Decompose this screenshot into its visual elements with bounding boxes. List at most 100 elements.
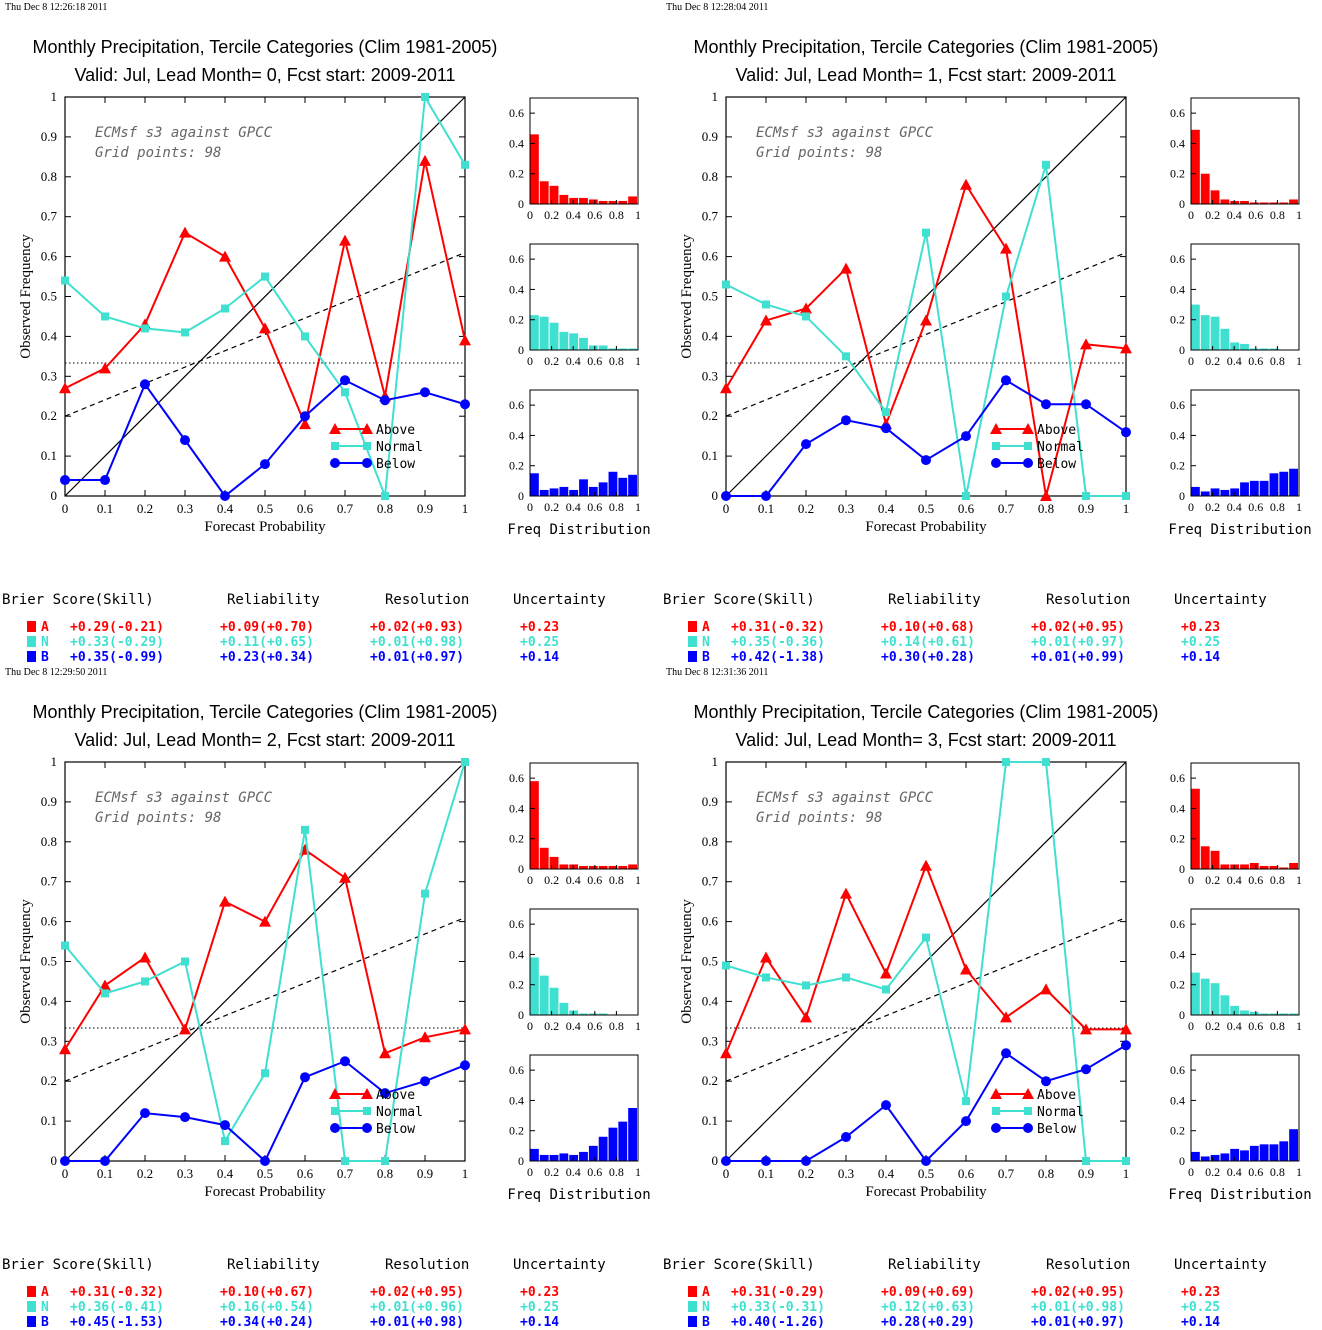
score-row-a: A +0.31(-0.32) +0.10(+0.67) +0.02(+0.95) +0.… — [27, 1285, 559, 1300]
x-tick-label: 0.6 — [958, 501, 975, 516]
x-tick-label: 0.2 — [798, 1166, 814, 1181]
histogram-bar — [1249, 202, 1259, 204]
reliability-score: +0.30(+0.28) — [881, 650, 975, 665]
series-below — [60, 375, 470, 501]
y-tick-label: 0.1 — [41, 448, 57, 463]
histogram-x-tick-label: 0.8 — [609, 1165, 624, 1179]
data-point-normal — [261, 1069, 269, 1078]
histogram-bar — [1249, 348, 1259, 350]
data-point-normal — [842, 352, 850, 361]
histogram-axis-label: Freq Distribution — [507, 1187, 650, 1203]
histogram-bar — [1240, 482, 1249, 496]
histogram-y-tick-label: 0 — [518, 489, 524, 503]
histogram-x-tick-label: 0 — [527, 1019, 533, 1033]
score-header: Brier Score(Skill) — [663, 1257, 815, 1273]
histogram-y-tick-label: 0.6 — [509, 398, 524, 412]
data-point-above — [259, 322, 271, 334]
category-label: N — [702, 1300, 710, 1315]
histogram-frame — [529, 97, 639, 205]
data-point-below — [220, 1120, 230, 1131]
chart-title: Monthly Precipitation, Tercile Categorie… — [33, 702, 498, 722]
legend-marker — [1024, 442, 1032, 450]
legend-marker — [329, 1088, 341, 1099]
histogram-y-tick-label: 0 — [1179, 1008, 1185, 1022]
histogram-x-tick-label: 0.8 — [609, 500, 624, 514]
y-axis-label: Observed Frequency — [679, 899, 695, 1024]
histogram-bar — [1210, 1154, 1220, 1161]
histogram-x-tick-label: 0.4 — [566, 1165, 581, 1179]
data-point-normal — [1122, 1157, 1130, 1165]
histogram-y-tick-label: 0.4 — [1170, 282, 1185, 296]
histogram-bar — [598, 1136, 608, 1161]
histogram-bar — [608, 471, 618, 496]
data-point-above — [760, 951, 772, 963]
x-tick-label: 0.6 — [297, 501, 314, 516]
legend: Above Normal Below — [329, 1088, 423, 1137]
y-tick-label: 0.4 — [41, 993, 58, 1008]
brier-score: +0.29(-0.21) — [70, 620, 164, 635]
histogram-bar — [1259, 1013, 1269, 1015]
data-point-below — [1041, 1076, 1051, 1087]
legend-label: Below — [376, 457, 415, 472]
data-point-normal — [301, 332, 309, 341]
histogram-bar — [559, 864, 569, 869]
data-point-normal — [1122, 492, 1130, 500]
histogram-bar — [1210, 850, 1220, 869]
histogram-x-tick-label: 0.2 — [1205, 500, 1220, 514]
histogram-x-tick-label: 0 — [1188, 873, 1194, 887]
data-point-above — [1120, 1023, 1132, 1035]
data-point-normal — [61, 276, 69, 285]
series-normal — [722, 758, 1130, 1165]
y-tick-label: 0.4 — [41, 328, 58, 343]
resolution-score: +0.01(+0.97) — [370, 650, 464, 665]
data-point-above — [59, 1043, 71, 1055]
uncertainty-score: +0.14 — [520, 650, 559, 665]
histogram-y-tick-label: 0.2 — [1170, 1124, 1185, 1138]
histogram-bar — [608, 865, 618, 869]
category-swatch — [27, 1316, 36, 1327]
histogram-frame — [1190, 389, 1300, 497]
histogram-x-tick-label: 0.2 — [544, 1165, 559, 1179]
data-point-below — [340, 375, 350, 386]
data-point-normal — [141, 324, 149, 333]
score-header: Resolution — [1046, 1257, 1130, 1273]
histogram-axis-label: Freq Distribution — [1168, 522, 1311, 538]
legend-marker — [362, 1123, 372, 1133]
score-row-b: B +0.42(-1.38) +0.30(+0.28) +0.01(+0.99) +0.… — [688, 650, 1220, 665]
data-point-above — [419, 154, 431, 166]
histogram-frame — [529, 243, 639, 351]
histogram-y-tick-label: 0.6 — [509, 917, 524, 931]
histogram-bar — [539, 489, 549, 496]
series-normal — [61, 758, 469, 1165]
histogram-bar — [530, 781, 539, 869]
histogram-bar — [1200, 491, 1210, 496]
data-point-normal — [381, 1157, 389, 1165]
y-tick-label: 0.2 — [41, 1073, 57, 1088]
data-point-below — [260, 1156, 270, 1166]
histogram-axis-label: Freq Distribution — [507, 522, 650, 538]
data-point-below — [881, 1100, 891, 1111]
histogram-bar — [1210, 488, 1220, 496]
x-tick-label: 0.2 — [798, 501, 814, 516]
legend-marker — [363, 442, 371, 450]
data-point-below — [801, 439, 811, 450]
histogram-bar — [579, 479, 588, 496]
histogram-x-tick-label: 0.6 — [587, 1165, 602, 1179]
histogram-bar — [628, 474, 637, 496]
histogram-frame — [1190, 908, 1300, 1016]
x-tick-label: 0.2 — [137, 501, 153, 516]
histogram-bar — [539, 181, 549, 204]
legend-marker — [363, 1107, 371, 1115]
histogram-y-tick-label: 0.4 — [509, 136, 524, 150]
category-swatch — [27, 651, 36, 662]
histogram-x-tick-label: 0.2 — [544, 354, 559, 368]
data-point-below — [841, 415, 851, 426]
histogram-x-tick-label: 0.6 — [1248, 1019, 1263, 1033]
legend-label: Above — [1037, 1088, 1076, 1103]
data-point-normal — [922, 933, 930, 942]
data-point-above — [299, 418, 311, 430]
histogram-bar — [1289, 199, 1298, 204]
histogram-y-tick-label: 0.2 — [509, 832, 524, 846]
histogram-bar — [588, 486, 598, 496]
data-point-normal — [221, 304, 229, 313]
